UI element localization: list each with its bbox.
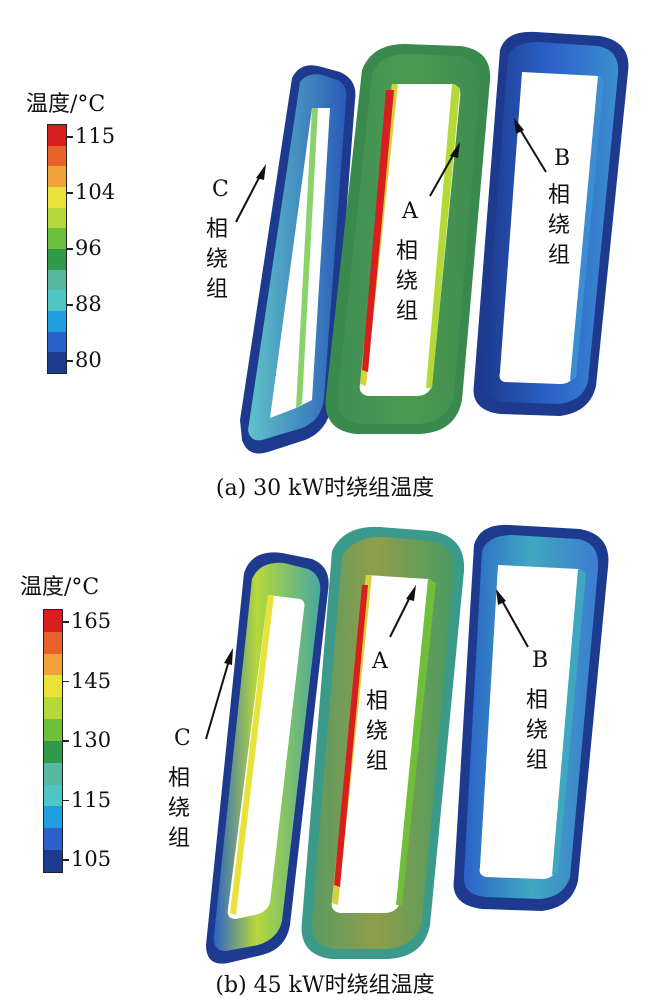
- svg-text:绕: 绕: [366, 719, 388, 744]
- legend-tick-mark: [67, 136, 73, 138]
- legend-swatch: [44, 762, 62, 785]
- legend-swatch: [48, 331, 66, 353]
- legend-swatch: [48, 352, 66, 373]
- svg-text:C: C: [174, 726, 191, 751]
- svg-text:绕: 绕: [548, 213, 570, 238]
- legend-tick-label: 165: [71, 609, 112, 633]
- label-c-a: C 相 绕 组: [206, 164, 266, 302]
- panel-b: C 相 绕 组 A 相 绕 组 B 相 绕 组 温度/°C 165 145 130 1…: [0, 505, 650, 1005]
- svg-text:相: 相: [366, 689, 388, 714]
- svg-text:相: 相: [526, 688, 548, 713]
- svg-text:B: B: [554, 146, 570, 171]
- svg-text:组: 组: [548, 243, 570, 268]
- legend-swatch: [48, 228, 66, 249]
- legend-tick-mark: [67, 360, 73, 362]
- legend-tick-label: 130: [71, 728, 112, 752]
- label-c-b: C 相 绕 组: [168, 648, 233, 851]
- legend-swatch: [48, 125, 66, 146]
- legend-swatch: [48, 290, 66, 311]
- svg-text:绕: 绕: [168, 796, 190, 821]
- legend-tick-label: 88: [75, 292, 102, 316]
- legend-swatch: [48, 145, 66, 167]
- legend-tick-mark: [67, 304, 73, 306]
- svg-text:绕: 绕: [206, 247, 228, 272]
- legend-swatch: [48, 166, 66, 187]
- coil-c-a: [240, 65, 356, 454]
- svg-text:组: 组: [168, 826, 190, 851]
- label-a-b: A 相 绕 组: [366, 585, 416, 774]
- coil-b-a: [473, 31, 629, 417]
- legend-tick-mark: [63, 680, 69, 682]
- legend-colorbar-a: [47, 124, 67, 374]
- svg-text:组: 组: [366, 749, 388, 774]
- legend-swatch: [44, 740, 62, 763]
- legend-tick-mark: [63, 859, 69, 861]
- caption-a: (a) 30 kW时绕组温度: [215, 476, 435, 501]
- svg-text:C: C: [212, 177, 229, 202]
- legend-swatch: [44, 719, 62, 741]
- coil-b-b: [453, 524, 609, 911]
- svg-text:B: B: [532, 648, 548, 673]
- panel-a: C 相 绕 组 A 相 绕 组 B 相 绕 组 温度/°C 115 104 96 88…: [26, 31, 629, 501]
- svg-text:组: 组: [206, 277, 228, 302]
- legend-title-a: 温度/°C: [26, 92, 106, 117]
- legend-swatch: [48, 310, 66, 332]
- legend-tick-label: 105: [71, 847, 112, 871]
- legend-colorbar-b: [43, 609, 63, 873]
- legend-tick-label: 115: [71, 787, 112, 812]
- legend-swatch: [44, 697, 62, 720]
- svg-text:相: 相: [396, 239, 418, 264]
- legend-title-b: 温度/°C: [20, 575, 100, 600]
- winding-diagram-b: C 相 绕 组 A 相 绕 组 B 相 绕 组: [168, 524, 609, 964]
- svg-text:组: 组: [396, 299, 418, 324]
- legend-swatch: [44, 653, 62, 676]
- legend-swatch: [48, 186, 66, 208]
- svg-text:绕: 绕: [526, 718, 548, 743]
- svg-text:A: A: [401, 199, 419, 224]
- coil-c-b: [206, 552, 329, 964]
- svg-text:组: 组: [526, 748, 548, 773]
- coil-a-a: [325, 44, 491, 434]
- legend-tick-mark: [63, 621, 69, 623]
- legend-swatch: [44, 828, 62, 851]
- legend-swatch: [44, 631, 62, 654]
- svg-text:相: 相: [168, 766, 190, 791]
- label-b-b: B 相 绕 组: [496, 589, 548, 773]
- legend-swatch: [48, 207, 66, 229]
- label-a-a: A 相 绕 组: [396, 142, 460, 324]
- legend-swatch: [44, 784, 62, 807]
- legend-swatch: [48, 248, 66, 270]
- legend-swatch: [44, 675, 62, 698]
- legend-tick-label: 104: [75, 180, 116, 204]
- caption-b: (b) 45 kW时绕组温度: [215, 973, 435, 998]
- legend-tick-mark: [67, 248, 73, 250]
- legend-swatch: [44, 850, 62, 872]
- legend-swatch: [44, 610, 62, 632]
- label-b-a: B 相 绕 组: [514, 118, 570, 268]
- svg-text:相: 相: [206, 217, 228, 242]
- legend-tick-label: 145: [71, 668, 112, 693]
- legend-tick-label: 115: [75, 124, 116, 148]
- svg-text:相: 相: [548, 183, 570, 208]
- legend-tick-mark: [63, 799, 69, 801]
- svg-text:A: A: [371, 649, 389, 674]
- coil-a-b: [301, 526, 465, 959]
- legend-swatch: [44, 806, 62, 829]
- legend-tick-label: 80: [75, 348, 102, 372]
- svg-text:绕: 绕: [396, 269, 418, 294]
- winding-diagram-a: C 相 绕 组 A 相 绕 组 B 相 绕 组: [206, 31, 629, 454]
- legend-swatch: [48, 269, 66, 291]
- legend-tick-label: 96: [75, 236, 102, 260]
- legend-tick-mark: [67, 192, 73, 194]
- legend-tick-mark: [63, 740, 69, 742]
